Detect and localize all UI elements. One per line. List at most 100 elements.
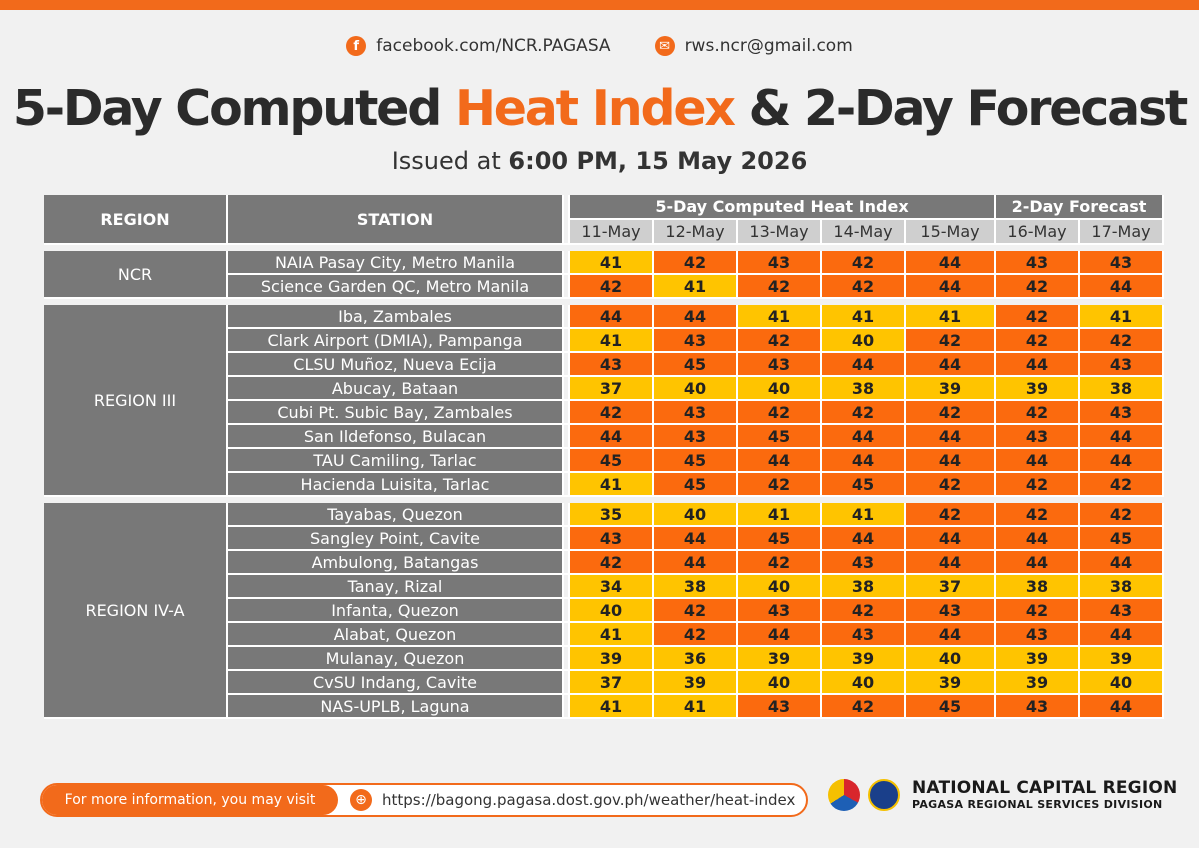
heat-index-cell: 44 bbox=[654, 527, 738, 551]
region-cell: NCR bbox=[44, 251, 228, 299]
facebook-contact[interactable]: f facebook.com/NCR.PAGASA bbox=[346, 36, 611, 56]
heat-index-cell: 38 bbox=[822, 377, 906, 401]
heat-index-cell: 42 bbox=[654, 599, 738, 623]
heat-index-cell: 42 bbox=[1080, 503, 1164, 527]
table-row: Clark Airport (DMIA), Pampanga 41 43 42 40 42… bbox=[44, 329, 1164, 353]
facebook-link[interactable]: facebook.com/NCR.PAGASA bbox=[376, 36, 611, 56]
footer-link-area[interactable]: ⊕ https://bagong.pagasa.dost.gov.ph/weat… bbox=[338, 789, 795, 811]
heat-index-cell: 42 bbox=[738, 473, 822, 497]
top-accent-bar bbox=[0, 0, 1199, 10]
heat-index-cell: 40 bbox=[822, 671, 906, 695]
table-row: Tanay, Rizal 34 38 40 38 37 38 38 bbox=[44, 575, 1164, 599]
heat-index-cell: 41 bbox=[654, 275, 738, 299]
heat-index-cell: 45 bbox=[738, 425, 822, 449]
date-header: 14-May bbox=[822, 220, 906, 245]
heat-index-cell: 42 bbox=[822, 401, 906, 425]
table-row: REGION IV-A Tayabas, Quezon 35 40 41 41 42 42 42 bbox=[44, 503, 1164, 719]
region-cell: REGION IV-A bbox=[44, 503, 228, 719]
heat-index-cell: 43 bbox=[822, 623, 906, 647]
heat-index-cell: 40 bbox=[654, 503, 738, 527]
column-gap bbox=[564, 401, 570, 425]
heat-index-cell: 41 bbox=[570, 695, 654, 719]
email-link[interactable]: rws.ncr@gmail.com bbox=[684, 36, 853, 56]
footer-url-link[interactable]: https://bagong.pagasa.dost.gov.ph/weathe… bbox=[382, 791, 796, 809]
heat-index-cell: 44 bbox=[996, 449, 1080, 473]
pagasa-logo bbox=[868, 778, 900, 811]
table-row: Science Garden QC, Metro Manila 42 41 42 42 4… bbox=[44, 275, 1164, 299]
heat-index-cell: 44 bbox=[654, 305, 738, 329]
heat-index-cell: 44 bbox=[906, 527, 996, 551]
heat-index-cell: 39 bbox=[996, 377, 1080, 401]
station-cell: Tanay, Rizal bbox=[228, 575, 564, 599]
date-header: 13-May bbox=[738, 220, 822, 245]
table-row: TAU Camiling, Tarlac 45 45 44 44 44 44 44 bbox=[44, 449, 1164, 473]
heat-index-cell: 41 bbox=[570, 623, 654, 647]
heat-index-cell: 44 bbox=[822, 449, 906, 473]
heat-index-cell: 39 bbox=[996, 647, 1080, 671]
station-cell: TAU Camiling, Tarlac bbox=[228, 449, 564, 473]
heat-index-cell: 39 bbox=[996, 671, 1080, 695]
org-division: PAGASA REGIONAL SERVICES DIVISION bbox=[912, 798, 1163, 811]
column-gap bbox=[564, 647, 570, 671]
heat-index-cell: 44 bbox=[906, 623, 996, 647]
org-branding: NATIONAL CAPITAL REGION PAGASA REGIONAL … bbox=[828, 778, 1177, 811]
date-header: 11-May bbox=[570, 220, 654, 245]
table-row: NAS-UPLB, Laguna 41 41 43 42 45 43 44 bbox=[44, 695, 1164, 719]
email-contact[interactable]: ✉ rws.ncr@gmail.com bbox=[654, 36, 853, 56]
heat-index-cell: 43 bbox=[738, 353, 822, 377]
region-cell: REGION III bbox=[44, 305, 228, 497]
heat-index-cell: 39 bbox=[570, 647, 654, 671]
heat-index-cell: 45 bbox=[654, 473, 738, 497]
heat-index-cell: 42 bbox=[996, 599, 1080, 623]
heat-index-cell: 44 bbox=[906, 449, 996, 473]
heat-index-cell: 39 bbox=[654, 671, 738, 695]
heat-index-cell: 43 bbox=[1080, 599, 1164, 623]
column-gap bbox=[564, 695, 570, 719]
heat-index-cell: 44 bbox=[1080, 425, 1164, 449]
title-part1: 5-Day Computed bbox=[12, 80, 455, 137]
heat-index-cell: 44 bbox=[822, 425, 906, 449]
heat-index-cell: 34 bbox=[570, 575, 654, 599]
table-row: REGION III Iba, Zambales 44 44 41 41 41 42 41 bbox=[44, 305, 1164, 497]
heat-index-cell: 38 bbox=[654, 575, 738, 599]
station-cell: Alabat, Quezon bbox=[228, 623, 564, 647]
date-header: 15-May bbox=[906, 220, 996, 245]
heat-index-cell: 42 bbox=[996, 275, 1080, 299]
heat-index-cell: 37 bbox=[570, 671, 654, 695]
facebook-icon: f bbox=[346, 36, 367, 56]
heat-index-cell: 42 bbox=[996, 503, 1080, 527]
header-gap bbox=[564, 195, 570, 245]
station-cell: CvSU Indang, Cavite bbox=[228, 671, 564, 695]
heat-index-cell: 43 bbox=[996, 251, 1080, 275]
heat-index-cell: 39 bbox=[906, 377, 996, 401]
globe-icon: ⊕ bbox=[350, 789, 372, 811]
station-cell: Hacienda Luisita, Tarlac bbox=[228, 473, 564, 497]
heat-index-cell: 43 bbox=[996, 623, 1080, 647]
heat-index-cell: 42 bbox=[570, 275, 654, 299]
heat-index-cell: 40 bbox=[822, 329, 906, 353]
heat-index-cell: 44 bbox=[1080, 449, 1164, 473]
column-gap bbox=[564, 353, 570, 377]
heat-index-cell: 41 bbox=[738, 503, 822, 527]
heat-index-cell: 43 bbox=[738, 695, 822, 719]
heat-index-cell: 43 bbox=[1080, 401, 1164, 425]
heat-index-cell: 43 bbox=[654, 329, 738, 353]
table-row: Alabat, Quezon 41 42 44 43 44 43 44 bbox=[44, 623, 1164, 647]
heat-index-cell: 42 bbox=[822, 251, 906, 275]
heat-index-cell: 38 bbox=[1080, 377, 1164, 401]
station-cell: NAS-UPLB, Laguna bbox=[228, 695, 564, 719]
date-header: 16-May bbox=[996, 220, 1080, 245]
heat-index-cell: 42 bbox=[822, 599, 906, 623]
station-cell: CLSU Muñoz, Nueva Ecija bbox=[228, 353, 564, 377]
heat-index-cell: 43 bbox=[738, 599, 822, 623]
heat-index-cell: 43 bbox=[996, 425, 1080, 449]
table-body: NCR NAIA Pasay City, Metro Manila 41 42 43 42… bbox=[44, 245, 1164, 719]
station-cell: Iba, Zambales bbox=[228, 305, 564, 329]
heat-index-cell: 44 bbox=[738, 623, 822, 647]
heat-index-cell: 42 bbox=[906, 473, 996, 497]
station-cell: Cubi Pt. Subic Bay, Zambales bbox=[228, 401, 564, 425]
table-row: Infanta, Quezon 40 42 43 42 43 42 43 bbox=[44, 599, 1164, 623]
heat-index-cell: 42 bbox=[996, 305, 1080, 329]
heat-index-cell: 38 bbox=[822, 575, 906, 599]
heat-index-cell: 42 bbox=[906, 329, 996, 353]
